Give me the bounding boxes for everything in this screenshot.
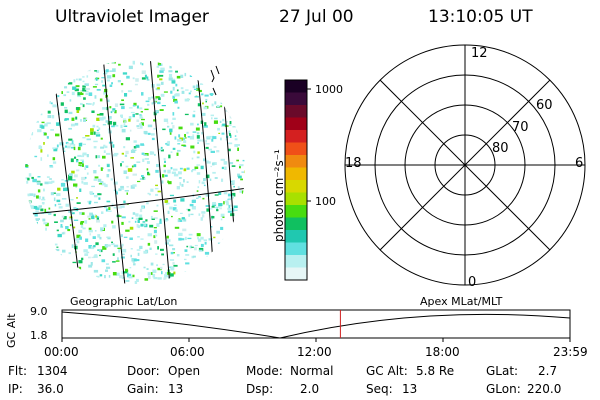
gain-label: Gain: bbox=[127, 382, 159, 396]
altitude-strip bbox=[61, 309, 571, 342]
polar-plot bbox=[344, 44, 586, 286]
colorbar-label-100: 100 bbox=[315, 195, 336, 208]
colorbar-frame bbox=[284, 79, 308, 281]
colorbar-segment bbox=[285, 217, 307, 231]
colorbar-segment bbox=[285, 205, 307, 218]
apex-grid-label: Apex MLat/MLT bbox=[420, 295, 503, 308]
mode-label: Mode: bbox=[246, 364, 283, 378]
altitude-ytick-high: 9.0 bbox=[30, 305, 48, 318]
colorbar-segment bbox=[285, 105, 307, 118]
lat-label-70: 70 bbox=[512, 120, 529, 135]
colorbar-segment bbox=[285, 267, 307, 281]
door-value: Open bbox=[168, 364, 201, 378]
glon-label: GLon: bbox=[486, 382, 521, 396]
lat-label-60: 60 bbox=[536, 98, 553, 113]
dsp-label: Dsp: bbox=[246, 382, 274, 396]
gain-value: 13 bbox=[168, 382, 184, 396]
door-label: Door: bbox=[127, 364, 160, 378]
mlt-label-18: 18 bbox=[345, 156, 362, 171]
gcalt-value: 5.8 Re bbox=[416, 364, 455, 378]
ip-value: 36.0 bbox=[37, 382, 64, 396]
colorbar-segment bbox=[285, 92, 307, 106]
date-label: 27 Jul 00 bbox=[279, 7, 354, 27]
xtick-0600: 06:00 bbox=[170, 345, 205, 359]
colorbar-segment bbox=[285, 117, 307, 131]
colorbar-label-1000: 1000 bbox=[315, 83, 343, 96]
seq-value: 13 bbox=[402, 382, 418, 396]
colorbar-segment bbox=[285, 192, 307, 206]
colorbar-segment bbox=[285, 155, 307, 168]
colorbar-segment bbox=[285, 130, 307, 143]
flt-label: Flt: bbox=[8, 364, 27, 378]
instrument-title: Ultraviolet Imager bbox=[55, 7, 209, 27]
xtick-1200: 12:00 bbox=[297, 345, 332, 359]
mode-value: Normal bbox=[290, 364, 334, 378]
geographic-grid-label: Geographic Lat/Lon bbox=[70, 295, 178, 308]
seq-label: Seq: bbox=[366, 382, 393, 396]
mlt-label-6: 6 bbox=[575, 156, 584, 171]
altitude-ytick-low: 1.8 bbox=[30, 329, 48, 342]
colorbar-segment bbox=[285, 167, 307, 181]
colorbar-segment bbox=[285, 180, 307, 193]
flt-value: 1304 bbox=[37, 364, 68, 378]
mlt-label-12: 12 bbox=[471, 46, 488, 61]
time-label: 13:10:05 UT bbox=[428, 7, 533, 27]
glat-value: 2.7 bbox=[538, 364, 558, 378]
colorbar-units: photon cm⁻²s⁻¹ bbox=[272, 149, 286, 242]
colorbar bbox=[285, 80, 307, 281]
terminator-marks bbox=[210, 65, 220, 96]
glon-value: 220.0 bbox=[527, 382, 562, 396]
colorbar-segment bbox=[285, 142, 307, 156]
altitude-ylabel: GC Alt bbox=[5, 313, 18, 348]
mlt-label-0: 0 bbox=[468, 275, 477, 290]
xtick-2359: 23:59 bbox=[553, 345, 588, 359]
colorbar-segment bbox=[285, 80, 307, 93]
colorbar-segment bbox=[285, 255, 307, 268]
uv-image bbox=[25, 60, 245, 284]
ip-label: IP: bbox=[8, 382, 23, 396]
xtick-1800: 18:00 bbox=[425, 345, 460, 359]
glat-label: GLat: bbox=[486, 364, 519, 378]
dsp-value: 2.0 bbox=[300, 382, 320, 396]
xtick-0000: 00:00 bbox=[44, 345, 79, 359]
gcalt-label: GC Alt: bbox=[366, 364, 408, 378]
colorbar-segment bbox=[285, 230, 307, 243]
lat-label-80: 80 bbox=[492, 141, 509, 156]
colorbar-segment bbox=[285, 242, 307, 256]
